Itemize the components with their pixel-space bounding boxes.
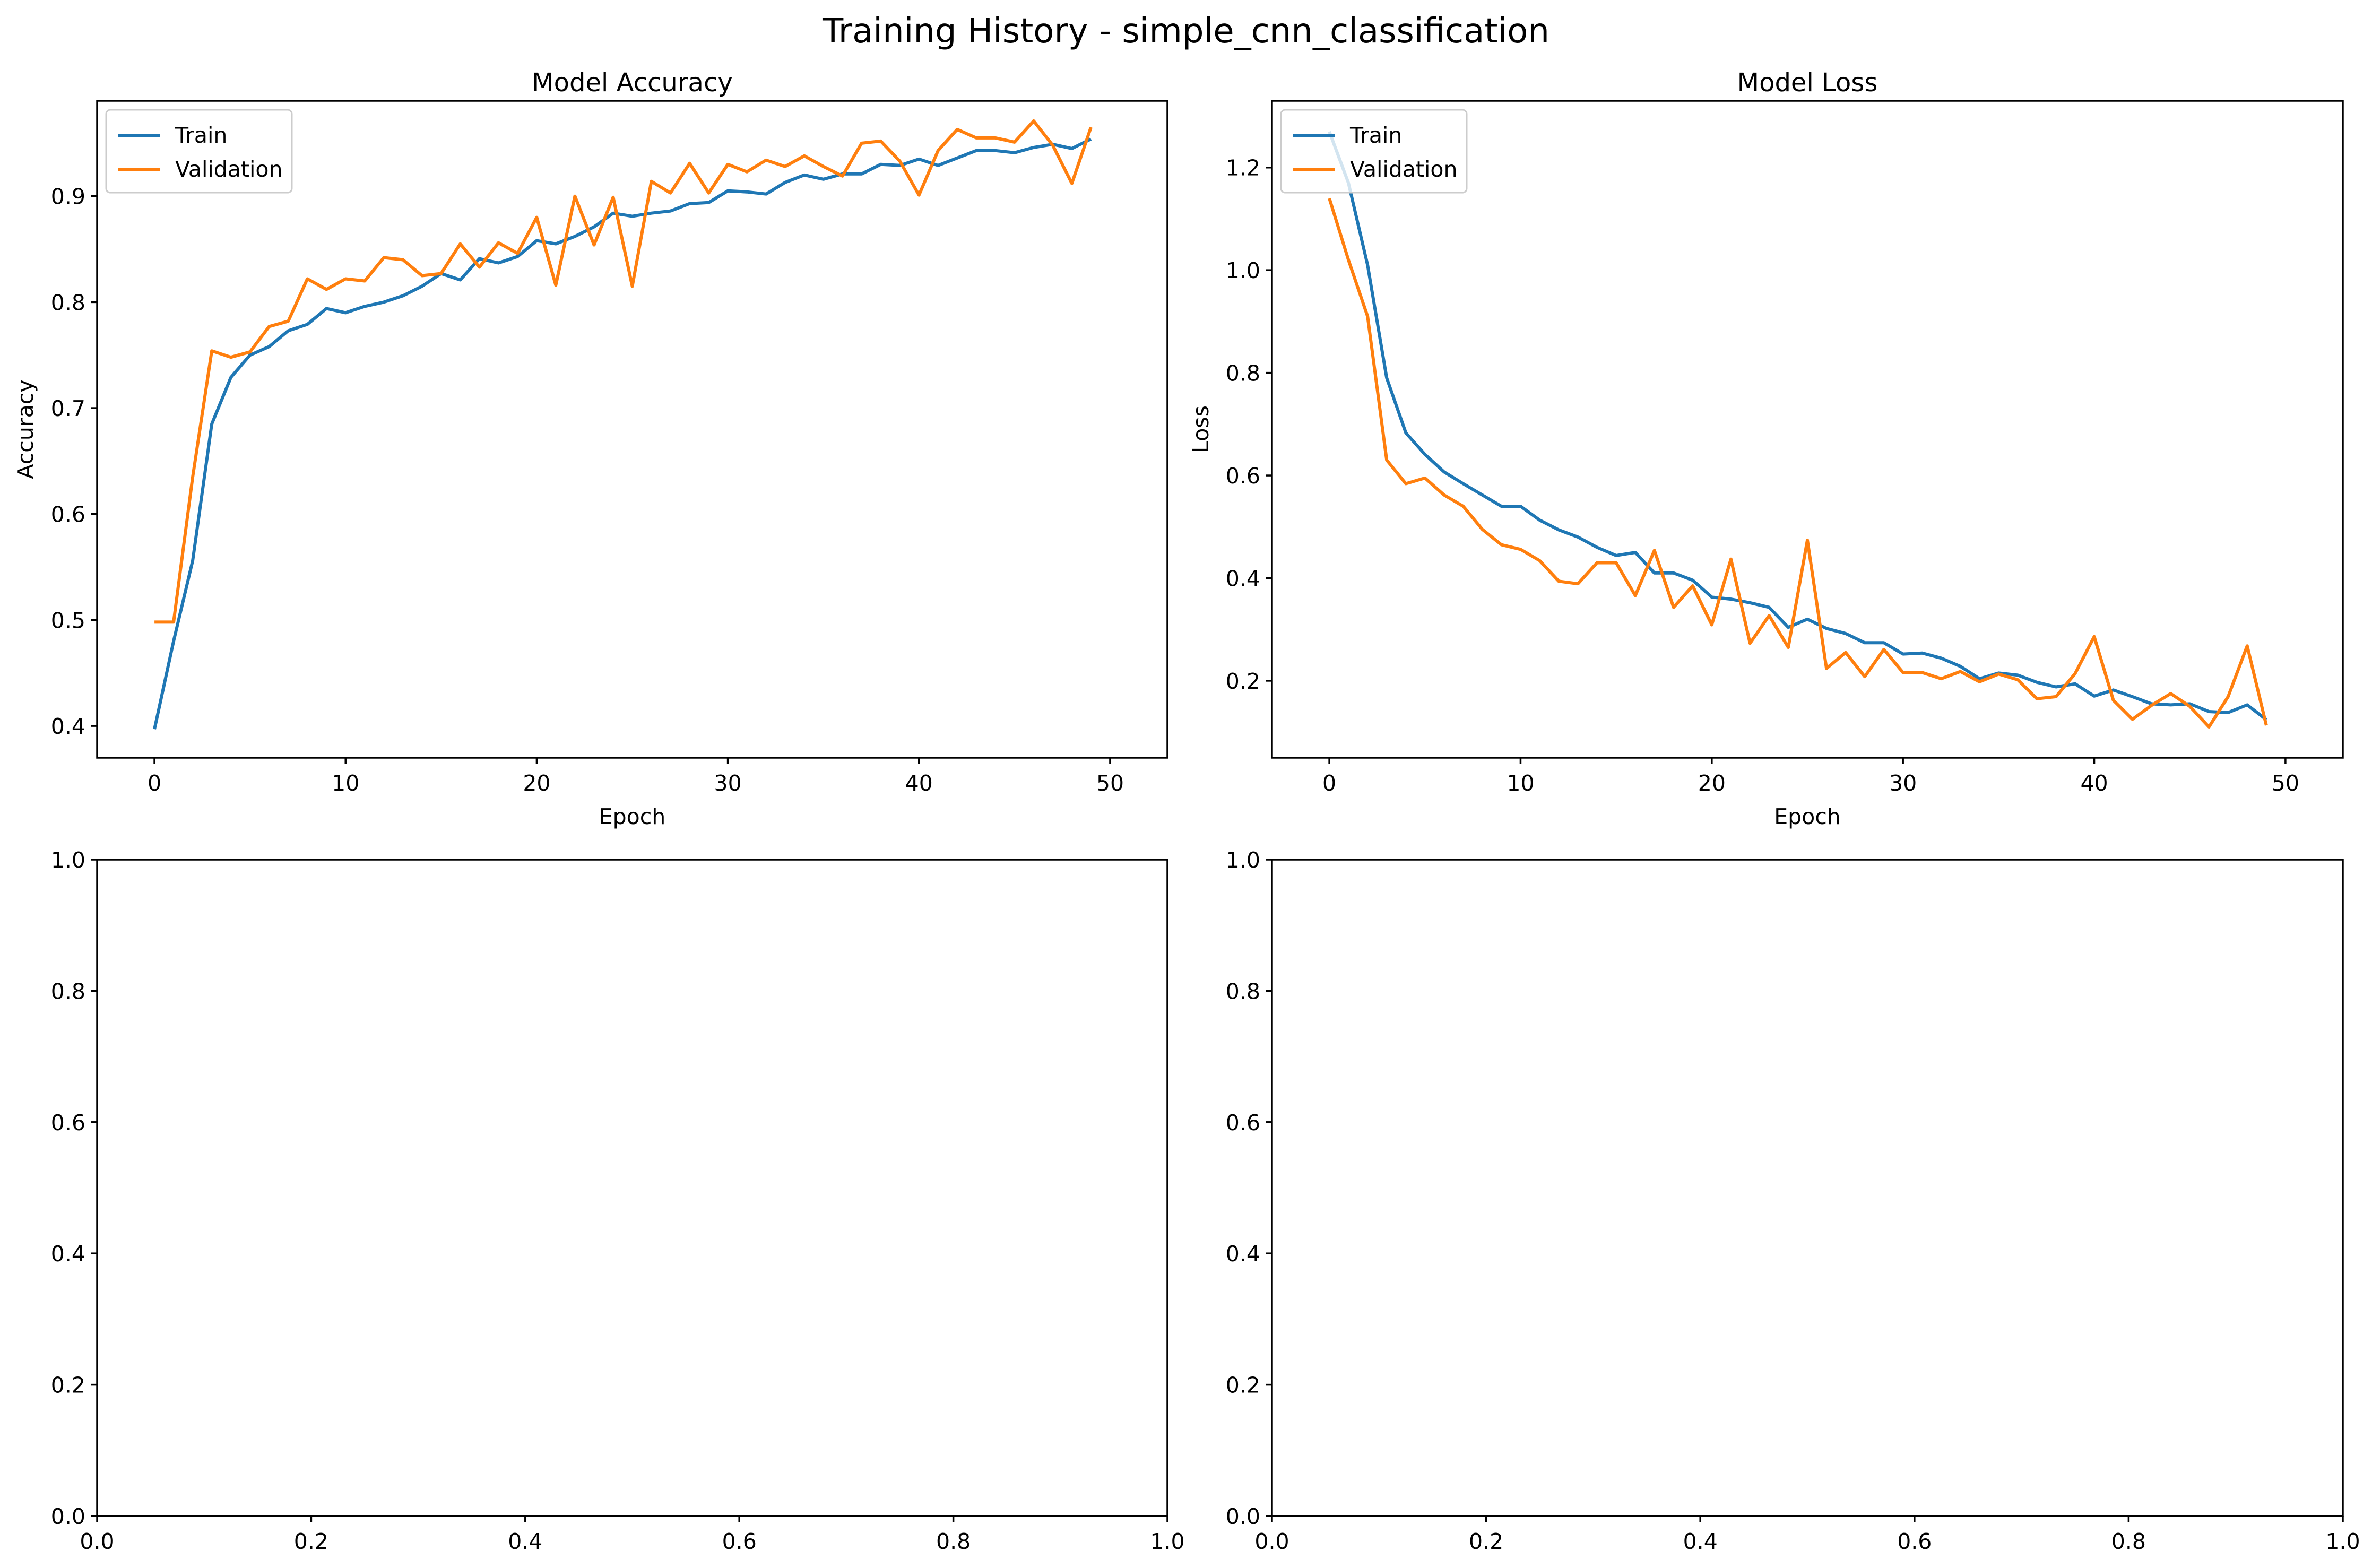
y-tick-label: 0.9 bbox=[51, 184, 85, 210]
x-tick-label: 0.0 bbox=[80, 1529, 114, 1554]
x-tick-label: 20 bbox=[1698, 770, 1726, 796]
y-tick-label: 0.4 bbox=[1226, 566, 1260, 591]
axes-frame bbox=[96, 859, 1168, 1517]
accuracy-axes: Model Accuracy 0 10 20 30 40 50 0.4 0.5 0.6 0.7 0.8… bbox=[13, 68, 1168, 829]
x-tick-label: 50 bbox=[2272, 770, 2299, 796]
y-tick-label: 1.2 bbox=[1226, 155, 1260, 181]
figure-title: Training History - simple_cnn_classifica… bbox=[822, 12, 1549, 51]
y-axis-label: Accuracy bbox=[13, 379, 38, 479]
x-axis-label: Epoch bbox=[1774, 804, 1841, 829]
x-tick-label: 40 bbox=[2080, 770, 2108, 796]
y-tick-label: 0.2 bbox=[1226, 1373, 1260, 1398]
x-tick-label: 0.4 bbox=[1683, 1529, 1718, 1554]
legend-label-train: Train bbox=[175, 123, 227, 148]
legend-label-train: Train bbox=[1349, 123, 1402, 148]
x-tick-label: 0 bbox=[1322, 770, 1336, 796]
legend-box bbox=[1280, 109, 1468, 194]
x-tick-label: 0.6 bbox=[722, 1529, 757, 1554]
y-tick-label: 0.5 bbox=[51, 608, 85, 633]
legend-label-validation: Validation bbox=[175, 157, 282, 182]
y-tick-label: 0.7 bbox=[51, 396, 85, 421]
x-axis-label: Epoch bbox=[599, 804, 666, 829]
axes-title: Model Loss bbox=[1737, 68, 1878, 98]
y-tick-label: 0.4 bbox=[51, 714, 85, 739]
x-tick-label: 0.2 bbox=[1469, 1529, 1503, 1554]
y-tick-label: 0.6 bbox=[51, 1110, 85, 1136]
legend-box bbox=[105, 109, 293, 194]
y-tick-label: 0.6 bbox=[1226, 463, 1260, 489]
x-tick-label: 0.6 bbox=[1897, 1529, 1932, 1554]
y-tick-label: 0.4 bbox=[51, 1241, 85, 1267]
x-tick-label: 0.4 bbox=[508, 1529, 542, 1554]
y-tick-label: 0.8 bbox=[51, 978, 85, 1004]
x-tick-label: 10 bbox=[1507, 770, 1534, 796]
y-tick-label: 0.8 bbox=[1226, 978, 1260, 1004]
y-tick-label: 0.8 bbox=[51, 290, 85, 315]
x-tick-label: 0.8 bbox=[2111, 1529, 2146, 1554]
empty-axes-bottom-right: 0.0 0.2 0.4 0.6 0.8 1.0 0.0 0.2 0.4 0.6 0.8 1.0 bbox=[1226, 847, 2360, 1554]
y-tick-label: 0.0 bbox=[51, 1504, 85, 1529]
y-tick-label: 0.8 bbox=[1226, 361, 1260, 386]
axes-frame bbox=[96, 100, 1168, 759]
x-tick-label: 1.0 bbox=[1150, 1529, 1184, 1554]
series-line-validation bbox=[1328, 197, 2268, 729]
axes-frame bbox=[1271, 100, 2344, 759]
axes-title: Model Accuracy bbox=[532, 68, 733, 98]
x-tick-label: 30 bbox=[714, 770, 742, 796]
y-tick-label: 0.6 bbox=[1226, 1110, 1260, 1136]
y-tick-label: 0.4 bbox=[1226, 1241, 1260, 1267]
loss-axes: Model Loss 0 10 20 30 40 50 0.2 0.4 0.6 0.8 1.0 1.2 E… bbox=[1188, 68, 2344, 829]
y-tick-label: 0.0 bbox=[1226, 1504, 1260, 1529]
y-tick-label: 0.2 bbox=[51, 1373, 85, 1398]
x-tick-label: 30 bbox=[1889, 770, 1917, 796]
y-axis-label: Loss bbox=[1188, 405, 1214, 453]
x-tick-label: 0.8 bbox=[936, 1529, 971, 1554]
x-tick-label: 20 bbox=[523, 770, 550, 796]
empty-axes-bottom-left: 0.0 0.2 0.4 0.6 0.8 1.0 0.0 0.2 0.4 0.6 0.8 1.0 bbox=[51, 847, 1185, 1554]
x-tick-label: 0 bbox=[148, 770, 161, 796]
y-tick-label: 0.2 bbox=[1226, 669, 1260, 694]
legend-label-validation: Validation bbox=[1350, 157, 1457, 182]
x-tick-label: 0.2 bbox=[294, 1529, 328, 1554]
y-tick-label: 1.0 bbox=[1226, 258, 1260, 283]
y-tick-label: 0.6 bbox=[51, 502, 85, 527]
x-tick-label: 0.0 bbox=[1254, 1529, 1289, 1554]
axes-frame bbox=[1271, 859, 2344, 1517]
y-tick-label: 1.0 bbox=[51, 847, 85, 873]
x-tick-label: 40 bbox=[905, 770, 933, 796]
x-tick-label: 10 bbox=[332, 770, 359, 796]
series-line-validation bbox=[154, 119, 1093, 624]
y-tick-label: 1.0 bbox=[1226, 847, 1260, 873]
x-tick-label: 1.0 bbox=[2325, 1529, 2360, 1554]
series-line-train bbox=[153, 137, 1092, 730]
x-tick-label: 50 bbox=[1096, 770, 1124, 796]
